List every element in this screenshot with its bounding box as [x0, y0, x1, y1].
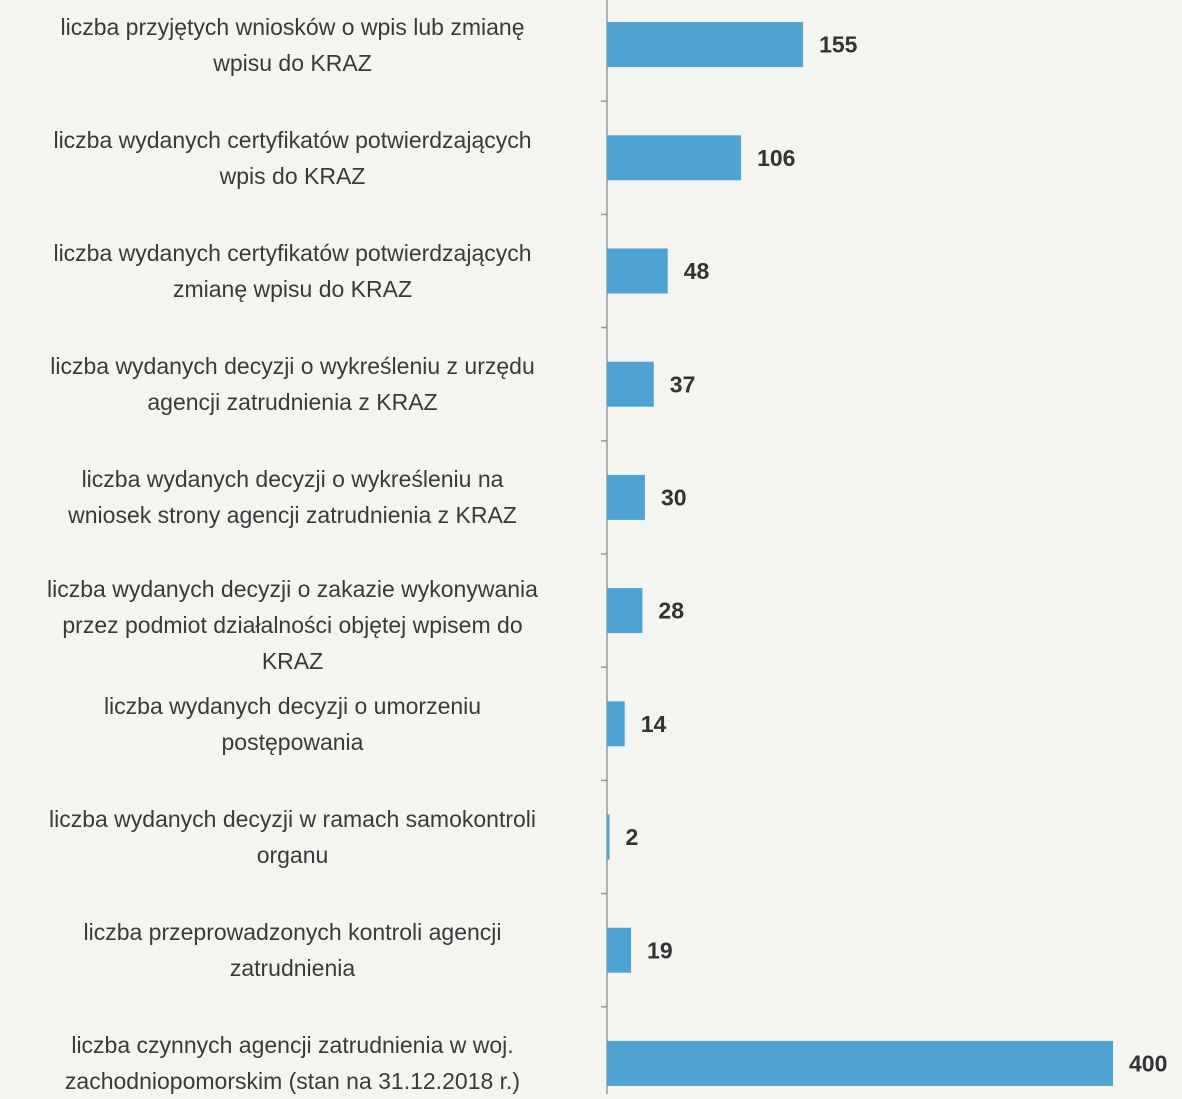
bar [607, 927, 632, 973]
category-label-line: liczba wydanych decyzji w ramach samokon… [48, 806, 537, 832]
category-label-line: wpisu do KRAZ [213, 49, 372, 76]
bar [607, 361, 654, 407]
value-label: 2 [626, 824, 639, 850]
bar [607, 22, 804, 68]
value-label: 37 [670, 371, 696, 397]
category-label: liczba wydanych certyfikatów potwierdzaj… [0, 235, 585, 307]
value-label: 48 [684, 258, 710, 284]
category-label-line: wpis do KRAZ [219, 162, 366, 189]
category-label-line: liczba przeprowadzonych kontroli agencji [83, 919, 502, 946]
category-label: liczba wydanych decyzji o zakazie wykony… [0, 571, 585, 679]
category-label-line: liczba wydanych decyzji o umorzeniu [103, 692, 482, 719]
category-label: liczba przyjętych wniosków o wpis lub zm… [0, 9, 585, 81]
category-label: liczba wydanych decyzji w ramach samokon… [0, 801, 585, 873]
category-label: liczba czynnych agencji zatrudnienia w w… [0, 1027, 585, 1099]
bar [607, 588, 643, 634]
value-label: 400 [1129, 1050, 1167, 1076]
category-label-line: postępowania [221, 728, 364, 755]
category-label-line: liczba wydanych certyfikatów potwierdzaj… [53, 240, 532, 266]
category-label-line: przez podmiot działalności objętej wpise… [62, 611, 523, 638]
bar [607, 701, 625, 747]
category-label: liczba wydanych decyzji o wykreśleniu na… [0, 461, 585, 533]
value-label: 28 [658, 598, 684, 624]
category-label-line: agencji zatrudnienia z KRAZ [147, 389, 438, 416]
category-label-line: liczba czynnych agencji zatrudnienia w w… [71, 1032, 514, 1059]
category-label-line: liczba wydanych decyzji o wykreśleniu na [81, 466, 504, 493]
category-label: liczba przeprowadzonych kontroli agencji… [0, 914, 585, 986]
value-label: 155 [819, 32, 858, 58]
bar [607, 814, 610, 860]
bar [607, 248, 668, 294]
bar [607, 1040, 1113, 1086]
category-label: liczba wydanych decyzji o umorzeniu postę… [0, 688, 585, 760]
bar [607, 474, 645, 520]
value-label: 14 [641, 711, 667, 737]
category-label-line: liczba wydanych certyfikatów potwierdzaj… [53, 126, 532, 153]
category-label-line: liczba wydanych decyzji o wykreśleniu z … [50, 353, 535, 380]
value-label: 30 [661, 484, 687, 510]
value-label: 106 [757, 145, 795, 171]
category-label-line: liczba przyjętych wniosków o wpis lub zm… [60, 13, 525, 40]
bar [607, 135, 742, 181]
category-label: liczba wydanych decyzji o wykreśleniu z … [0, 348, 585, 420]
category-label-line: zachodniopomorskim (stan na 31.12.2018 r… [64, 1068, 521, 1095]
value-label: 19 [647, 937, 673, 963]
category-label-line: zmianę wpisu do KRAZ [172, 276, 413, 302]
category-label-line: organu [256, 842, 329, 868]
category-label-line: KRAZ [261, 647, 324, 674]
category-label: liczba wydanych certyfikatów potwierdzaj… [0, 122, 585, 194]
category-label-line: liczba wydanych decyzji o zakazie wykony… [47, 575, 538, 602]
category-label-line: zatrudnienia [229, 955, 356, 982]
category-label-line: wniosek strony agencji zatrudnienia z KR… [68, 502, 517, 529]
